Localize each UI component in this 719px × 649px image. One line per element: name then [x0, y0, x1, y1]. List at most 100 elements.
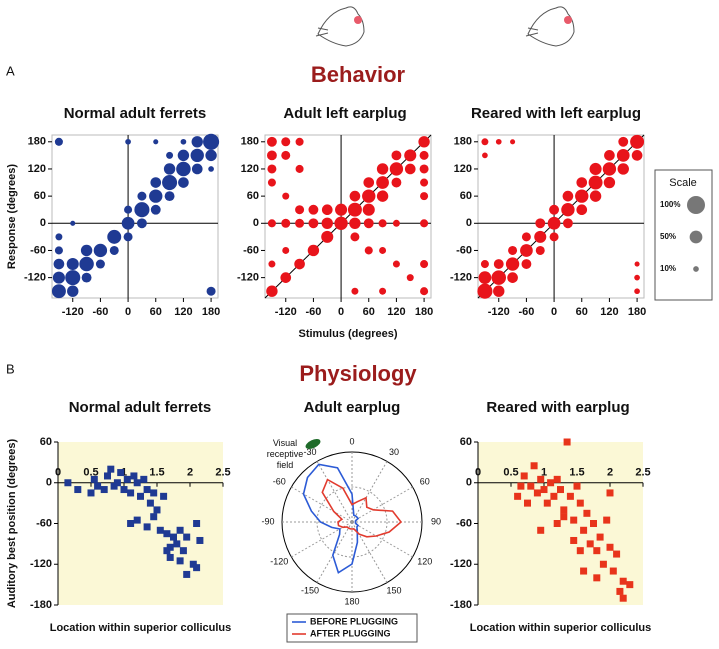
x-axis-label: Location within superior colliculus — [470, 622, 652, 634]
bubble — [109, 245, 119, 255]
point — [107, 465, 115, 473]
chart-title: Reared with left earplug — [471, 105, 641, 122]
point — [146, 499, 154, 507]
bubble — [420, 178, 429, 187]
bubble — [65, 270, 81, 286]
point — [580, 567, 588, 575]
point — [543, 499, 551, 507]
bubble — [617, 163, 629, 175]
point — [87, 489, 95, 497]
ferret-icons — [315, 6, 575, 47]
polar-line — [321, 478, 403, 538]
x-tick-label: 120 — [387, 306, 405, 318]
point — [170, 533, 177, 541]
bubble — [334, 216, 348, 230]
y-tick-label: -60 — [456, 517, 472, 529]
point — [166, 553, 174, 561]
point — [527, 482, 535, 490]
bubble — [602, 162, 617, 176]
chart-title: Adult earplug — [304, 399, 401, 416]
point — [566, 492, 574, 500]
point — [560, 506, 568, 514]
bubble — [351, 287, 359, 295]
bubble — [379, 287, 387, 295]
y-tick-label: 180 — [241, 136, 259, 148]
point — [127, 489, 135, 497]
point — [606, 489, 614, 497]
chart-title: Normal adult ferrets — [64, 105, 207, 122]
point — [153, 506, 161, 514]
bubble — [80, 244, 93, 257]
bubble — [53, 258, 65, 270]
point — [576, 499, 584, 507]
point — [104, 472, 111, 480]
point — [196, 536, 204, 544]
bubble — [308, 204, 319, 215]
x-tick-label: 0 — [475, 467, 481, 479]
point — [514, 492, 522, 500]
point — [176, 557, 184, 565]
bubble — [321, 217, 333, 229]
point — [573, 482, 581, 490]
panel-label: A — [6, 63, 15, 78]
bubble — [603, 176, 616, 189]
bubble — [631, 150, 643, 161]
bubble — [419, 164, 429, 174]
point — [183, 570, 191, 578]
point — [156, 526, 164, 534]
angle-label: 120 — [417, 556, 432, 566]
bubble — [177, 149, 190, 162]
bubble — [51, 284, 66, 299]
bubble — [347, 202, 362, 217]
x-tick-label: 120 — [600, 306, 618, 318]
bubble — [364, 246, 373, 255]
y-tick-label: 0 — [466, 217, 472, 229]
bubble — [562, 218, 573, 229]
bubble — [266, 150, 277, 161]
x-tick-label: -60 — [92, 306, 108, 318]
bubble — [295, 164, 304, 173]
bubble — [420, 287, 429, 296]
point — [150, 513, 158, 521]
x-tick-label: 0 — [551, 306, 557, 318]
receptive-field — [305, 439, 321, 449]
y-tick-label: -180 — [450, 599, 472, 611]
point — [547, 479, 555, 487]
x-tick-label: -120 — [488, 306, 510, 318]
y-tick-label: 60 — [247, 190, 259, 202]
angle-label: -60 — [273, 476, 286, 486]
bubble — [604, 150, 615, 161]
bubble — [481, 138, 489, 146]
x-tick-label: 0 — [55, 467, 61, 479]
bubble — [634, 274, 640, 281]
bubble — [634, 288, 640, 295]
angle-label: -90 — [261, 516, 274, 526]
y-tick-label: -60 — [36, 517, 52, 529]
bubble — [123, 232, 133, 242]
bubble — [547, 216, 561, 230]
bubble — [191, 136, 203, 148]
x-tick-label: 0.5 — [83, 467, 98, 479]
bubble — [520, 244, 533, 257]
point — [557, 486, 564, 494]
x-tick-label: -60 — [518, 306, 534, 318]
point — [537, 526, 545, 534]
bubble — [491, 270, 507, 285]
bubble — [589, 162, 602, 175]
bubble — [404, 163, 416, 175]
bubble — [70, 220, 76, 226]
legend-box — [286, 613, 418, 643]
bubble — [534, 230, 547, 243]
bubble — [176, 161, 191, 177]
point — [140, 475, 148, 483]
x-tick-label: 2 — [187, 467, 193, 479]
angle-label: 60 — [420, 476, 430, 486]
bubble — [418, 136, 430, 148]
bubble — [588, 175, 603, 190]
y-tick-label: 60 — [460, 190, 472, 202]
point — [537, 475, 545, 483]
y-tick-label: -120 — [450, 558, 472, 570]
x-tick-label: 0 — [125, 306, 131, 318]
diagonal — [264, 134, 432, 299]
